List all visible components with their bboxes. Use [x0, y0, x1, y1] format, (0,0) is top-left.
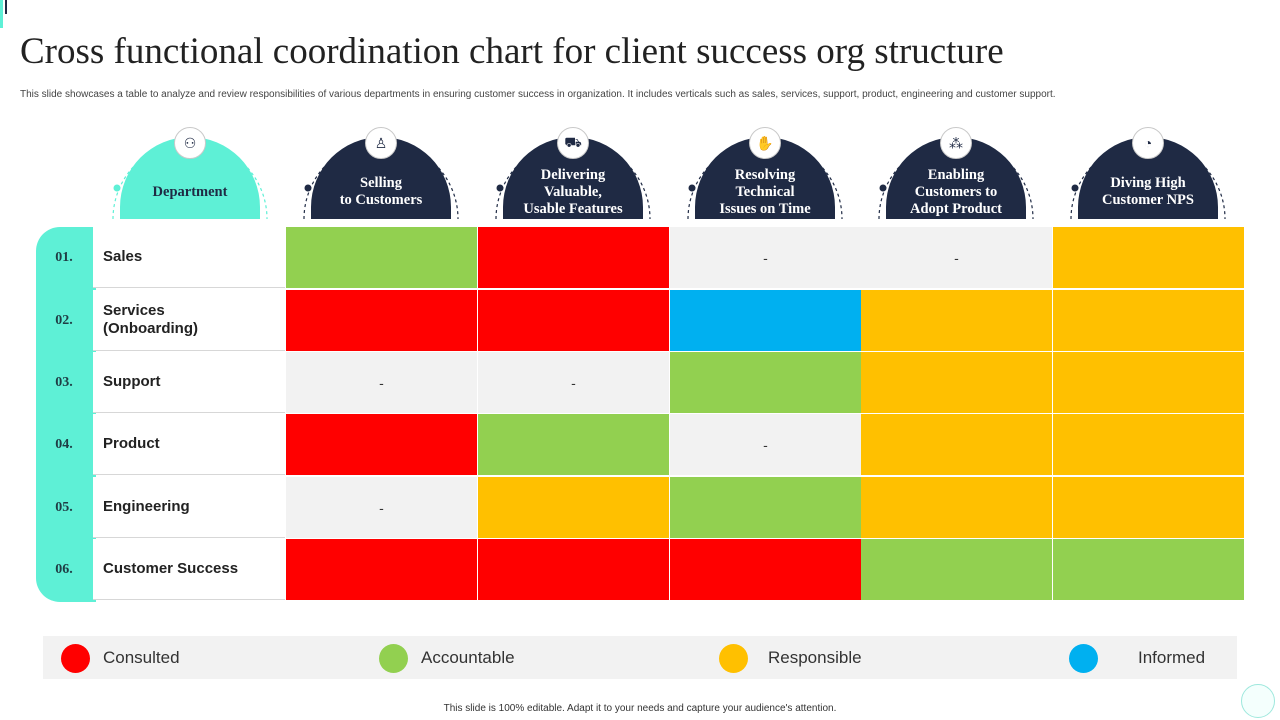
empty-cell-mark: - [763, 249, 768, 266]
corner-accent-dark [5, 0, 7, 14]
page-title: Cross functional coordination chart for … [20, 31, 1004, 72]
header-column-3: ✋ Resolving Technical Issues on Time [680, 127, 850, 219]
matrix-cell-consulted [478, 227, 669, 288]
matrix-cell-none: - [286, 352, 477, 413]
empty-cell-mark: - [379, 374, 384, 391]
header-label: Enabling Customers to Adopt Product [910, 166, 1002, 217]
empty-cell-mark: - [379, 499, 384, 516]
matrix-cell-consulted [286, 414, 477, 475]
matrix-cell-responsible [1053, 290, 1244, 351]
header-label: Selling to Customers [339, 175, 423, 208]
matrix-cell-none: - [286, 477, 477, 538]
matrix-cell-responsible [1053, 477, 1244, 538]
corner-circle-decoration [1241, 684, 1275, 718]
matrix-cell-responsible [1053, 414, 1244, 475]
handshake-icon: ✋ [749, 127, 781, 159]
page-subtitle: This slide showcases a table to analyze … [20, 89, 1056, 100]
row-number: 02. [55, 313, 73, 328]
header-column-4: ⁂ Enabling Customers to Adopt Product [871, 127, 1041, 219]
matrix-cell-responsible [861, 290, 1052, 351]
matrix-cell-accountable [478, 414, 669, 475]
matrix-cell-accountable [670, 352, 861, 413]
matrix-cell-responsible [1053, 352, 1244, 413]
matrix-cell-consulted [478, 290, 669, 351]
legend-swatch-informed [1069, 644, 1098, 673]
matrix-cell-responsible [861, 414, 1052, 475]
empty-cell-mark: - [763, 436, 768, 453]
row-department-name: Support [93, 352, 285, 413]
row-number: 01. [55, 250, 73, 265]
legend-label-informed: Informed [1138, 648, 1206, 667]
row-number: 03. [55, 375, 73, 390]
matrix-cell-accountable [861, 539, 1052, 600]
matrix-cell-informed [670, 290, 861, 351]
header-label: Resolving Technical Issues on Time [719, 166, 811, 217]
header-label: Department [152, 183, 228, 200]
org-chart-icon: ⚇ [174, 127, 206, 159]
network-people-icon: ⁂ [940, 127, 972, 159]
legend-label-accountable: Accountable [421, 648, 515, 667]
matrix-cell-none: - [478, 352, 669, 413]
matrix-cell-accountable [1053, 539, 1244, 600]
matrix-cell-none: - [670, 227, 861, 288]
matrix-cell-consulted [670, 539, 861, 600]
matrix-cell-responsible [1053, 227, 1244, 288]
empty-cell-mark: - [571, 374, 576, 391]
matrix-cell-consulted [478, 539, 669, 600]
legend: Consulted Accountable Responsible Informed [43, 636, 1237, 679]
row-number: 04. [55, 437, 73, 452]
row-number-band [36, 227, 96, 602]
legend-swatch-consulted [61, 644, 90, 673]
row-department-name: Customer Success [93, 539, 285, 600]
header-column-1: ♙ Selling to Customers [296, 127, 466, 219]
empty-cell-mark: - [954, 249, 959, 266]
matrix-cell-consulted [286, 539, 477, 600]
salesperson-icon: ♙ [365, 127, 397, 159]
matrix-cell-none: - [861, 227, 1052, 288]
corner-accent [0, 0, 3, 28]
legend-label-responsible: Responsible [768, 648, 862, 667]
footer-note: This slide is 100% editable. Adapt it to… [443, 703, 837, 714]
matrix-cell-responsible [861, 477, 1052, 538]
row-department-name: Services (Onboarding) [93, 290, 285, 351]
matrix-cell-responsible [861, 352, 1052, 413]
matrix-cell-responsible [478, 477, 669, 538]
row-department-name: Sales [93, 227, 285, 288]
matrix-cell-accountable [286, 227, 477, 288]
delivery-truck-icon: ⛟ [557, 127, 589, 159]
gauge-icon: ◔ [1132, 127, 1164, 159]
legend-swatch-responsible [719, 644, 748, 673]
row-number: 06. [55, 562, 73, 577]
legend-swatch-accountable [379, 644, 408, 673]
row-department-name: Product [93, 414, 285, 475]
row-department-name: Engineering [93, 477, 285, 538]
matrix-cell-consulted [286, 290, 477, 351]
header-department: ⚇ Department [105, 127, 275, 219]
row-number: 05. [55, 500, 73, 515]
matrix-cell-none: - [670, 414, 861, 475]
header-label: Diving High Customer NPS [1102, 175, 1194, 208]
header-column-2: ⛟ Delivering Valuable, Usable Features [488, 127, 658, 219]
legend-label-consulted: Consulted [103, 648, 180, 667]
header-label: Delivering Valuable, Usable Features [523, 166, 623, 217]
header-column-5: ◔ Diving High Customer NPS [1063, 127, 1233, 219]
matrix-cell-accountable [670, 477, 861, 538]
